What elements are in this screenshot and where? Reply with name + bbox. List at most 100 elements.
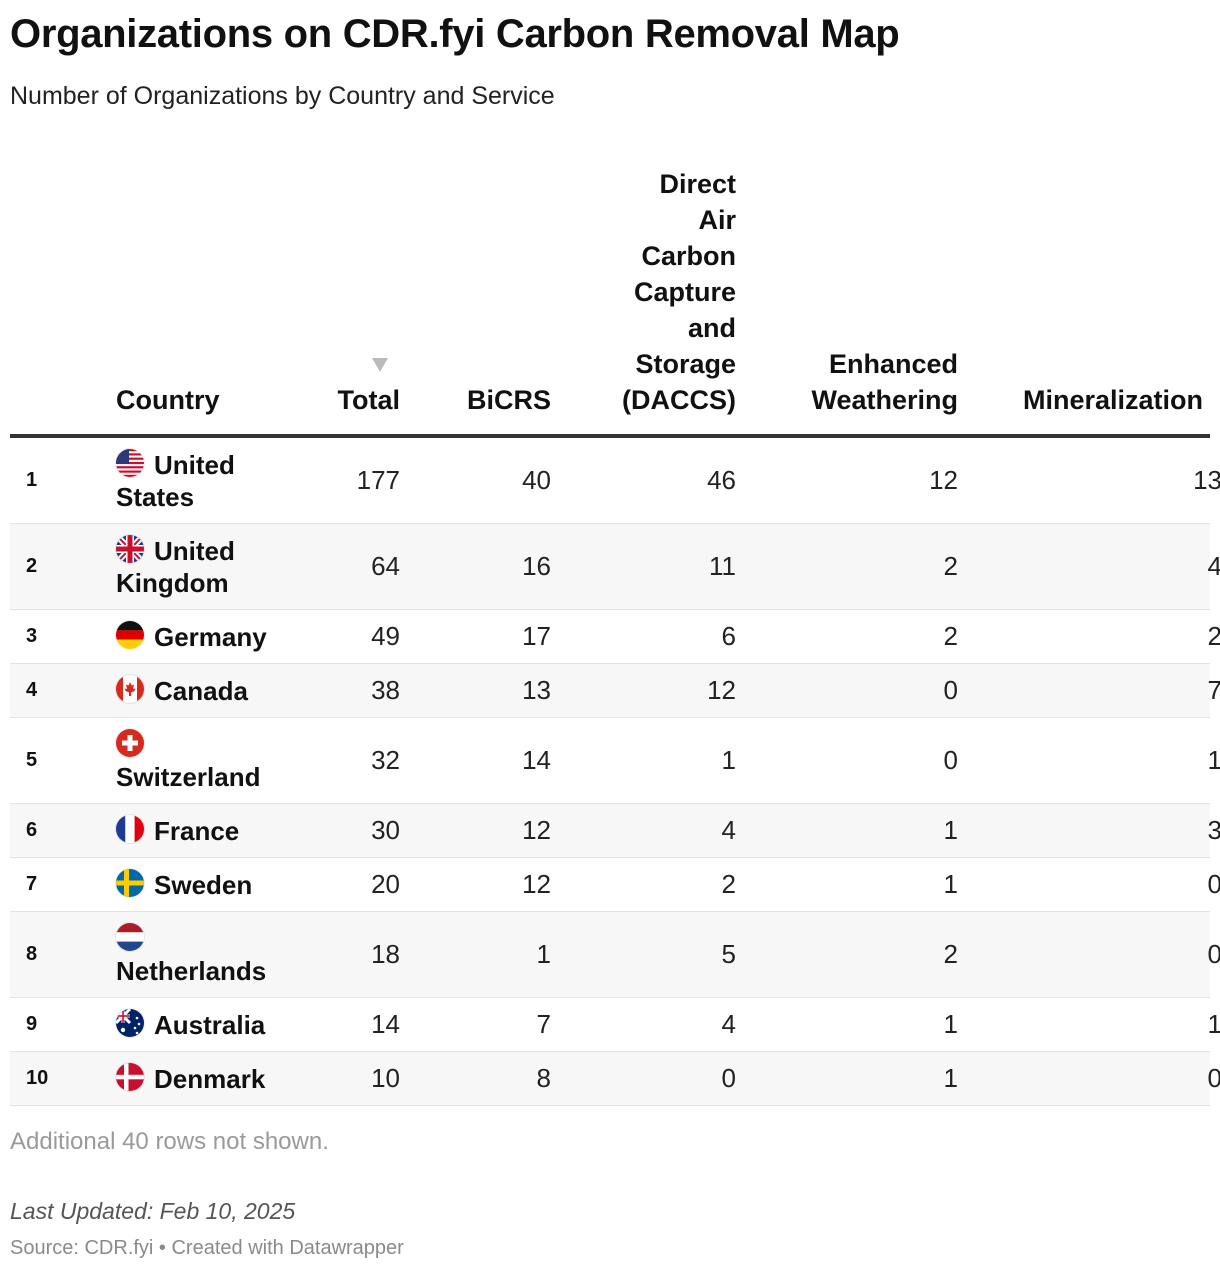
- column-header-country[interactable]: Country: [116, 385, 220, 415]
- sort-descending-icon: [372, 358, 388, 372]
- value-cell-daccs: 4: [721, 1009, 736, 1039]
- chart-title: Organizations on CDR.fyi Carbon Removal …: [10, 12, 900, 56]
- table-row: 7 Sweden 20 12 2 1 0: [10, 858, 1220, 912]
- value-cell-ew: 12: [929, 465, 958, 495]
- row-rank: 7: [26, 873, 38, 895]
- country-name: France: [154, 815, 240, 846]
- value-cell-min: 3: [1207, 815, 1220, 845]
- france-flag-icon: [116, 814, 144, 843]
- value-cell-min: 4: [1207, 551, 1220, 581]
- value-cell-ew: 1: [943, 815, 958, 845]
- value-cell-bicrs: 40: [522, 465, 551, 495]
- sweden-flag-icon: [116, 868, 144, 897]
- column-header-ew[interactable]: Enhanced Weathering: [811, 349, 958, 415]
- country-cell: France: [116, 804, 296, 857]
- country-cell: Australia: [116, 998, 296, 1051]
- table-header: Country Total BiCRS Direct Air Carbon Capture a…: [10, 160, 1210, 438]
- country-name: Netherlands: [116, 955, 267, 986]
- value-cell-daccs: 2: [721, 869, 736, 899]
- table-row: 6 France 30 12 4 1 3: [10, 804, 1220, 858]
- country-name: United Kingdom: [116, 535, 235, 598]
- value-cell-min: 7: [1207, 675, 1220, 705]
- netherlands-flag-icon: [116, 922, 144, 951]
- country-name: Germany: [154, 621, 267, 652]
- last-updated: Last Updated: Feb 10, 2025: [10, 1198, 296, 1224]
- denmark-flag-icon: [116, 1062, 144, 1091]
- country-cell: United States: [116, 438, 296, 523]
- value-cell-bicrs: 1: [536, 939, 551, 969]
- column-header-bicrs[interactable]: BiCRS: [466, 385, 551, 415]
- country-cell: Switzerland: [116, 718, 296, 803]
- column-header-min[interactable]: Mineralization: [1023, 385, 1204, 415]
- datawrapper-table-widget: Organizations on CDR.fyi Carbon Removal …: [10, 0, 1220, 1272]
- value-cell-min: 0: [1207, 1063, 1220, 1093]
- country-name: Canada: [154, 675, 248, 706]
- table-row: 10 Denmark 10 8 0 1 0: [10, 1052, 1220, 1106]
- us-flag-icon: [116, 448, 144, 477]
- value-cell-min: 0: [1207, 869, 1220, 899]
- table-body: 1 United States 177 40 46 12 13 2 United Kingdom…: [10, 438, 1220, 1106]
- value-cell-ew: 0: [943, 675, 958, 705]
- rows-not-shown-note: Additional 40 rows not shown.: [10, 1128, 329, 1155]
- value-cell-min: 2: [1207, 621, 1220, 651]
- row-rank: 5: [26, 749, 38, 771]
- country-name: Sweden: [154, 869, 253, 900]
- value-cell-min: 1: [1207, 1009, 1220, 1039]
- value-cell-daccs: 4: [721, 815, 736, 845]
- table-row: 1 United States 177 40 46 12 13: [10, 438, 1220, 524]
- value-cell-daccs: 11: [709, 551, 736, 581]
- value-cell-bicrs: 8: [536, 1063, 551, 1093]
- value-cell-min: 13: [1193, 465, 1220, 495]
- country-cell: United Kingdom: [116, 524, 296, 609]
- value-cell-daccs: 0: [721, 1063, 736, 1093]
- australia-flag-icon: [116, 1008, 144, 1037]
- switzerland-flag-icon: [116, 728, 144, 757]
- value-cell-ew: 2: [943, 551, 958, 581]
- germany-flag-icon: [116, 620, 144, 649]
- canada-flag-icon: [116, 674, 144, 703]
- value-cell-bicrs: 7: [536, 1009, 551, 1039]
- country-cell: Germany: [116, 610, 296, 663]
- row-rank: 6: [26, 819, 38, 841]
- value-cell-total: 14: [371, 1009, 400, 1039]
- value-cell-bicrs: 13: [522, 675, 551, 705]
- data-table: Country Total BiCRS Direct Air Carbon Capture a…: [10, 160, 1220, 1106]
- row-rank: 10: [26, 1067, 49, 1089]
- value-cell-ew: 1: [943, 1009, 958, 1039]
- row-rank: 4: [26, 679, 38, 701]
- value-cell-ew: 0: [943, 745, 958, 775]
- country-name: Denmark: [154, 1063, 266, 1094]
- row-rank: 9: [26, 1013, 38, 1035]
- value-cell-min: 1: [1207, 745, 1220, 775]
- value-cell-ew: 2: [943, 939, 958, 969]
- value-cell-daccs: 5: [721, 939, 736, 969]
- table-row: 3 Germany 49 17 6 2 2: [10, 610, 1220, 664]
- country-cell: Sweden: [116, 858, 296, 911]
- row-rank: 2: [26, 555, 38, 577]
- column-header-daccs[interactable]: Direct Air Carbon Capture and Storage (DACCS): [622, 169, 736, 415]
- value-cell-ew: 1: [943, 1063, 958, 1093]
- chart-subtitle: Number of Organizations by Country and S…: [10, 82, 555, 110]
- row-rank: 1: [26, 469, 38, 491]
- value-cell-bicrs: 12: [522, 869, 551, 899]
- country-name: Switzerland: [116, 761, 261, 792]
- value-cell-bicrs: 16: [522, 551, 551, 581]
- source-credit: Source: CDR.fyi • Created with Datawrapp…: [10, 1237, 404, 1259]
- table-row: 9 Australia 14 7 4 1 1: [10, 998, 1220, 1052]
- value-cell-total: 20: [371, 869, 400, 899]
- value-cell-total: 30: [371, 815, 400, 845]
- value-cell-bicrs: 17: [522, 621, 551, 651]
- value-cell-total: 10: [371, 1063, 400, 1093]
- table-row: 4 Canada 38 13 12 0 7: [10, 664, 1220, 718]
- value-cell-total: 32: [371, 745, 400, 775]
- value-cell-daccs: 1: [721, 745, 736, 775]
- value-cell-ew: 2: [943, 621, 958, 651]
- table-row: 2 United Kingdom 64 16 11 2 4: [10, 524, 1220, 610]
- value-cell-total: 49: [371, 621, 400, 651]
- column-header-total[interactable]: Total: [337, 385, 401, 415]
- value-cell-ew: 1: [943, 869, 958, 899]
- value-cell-min: 0: [1207, 939, 1220, 969]
- value-cell-bicrs: 12: [522, 815, 551, 845]
- table-row: 8 Netherlands 18 1 5 2 0: [10, 912, 1220, 998]
- country-cell: Denmark: [116, 1052, 296, 1105]
